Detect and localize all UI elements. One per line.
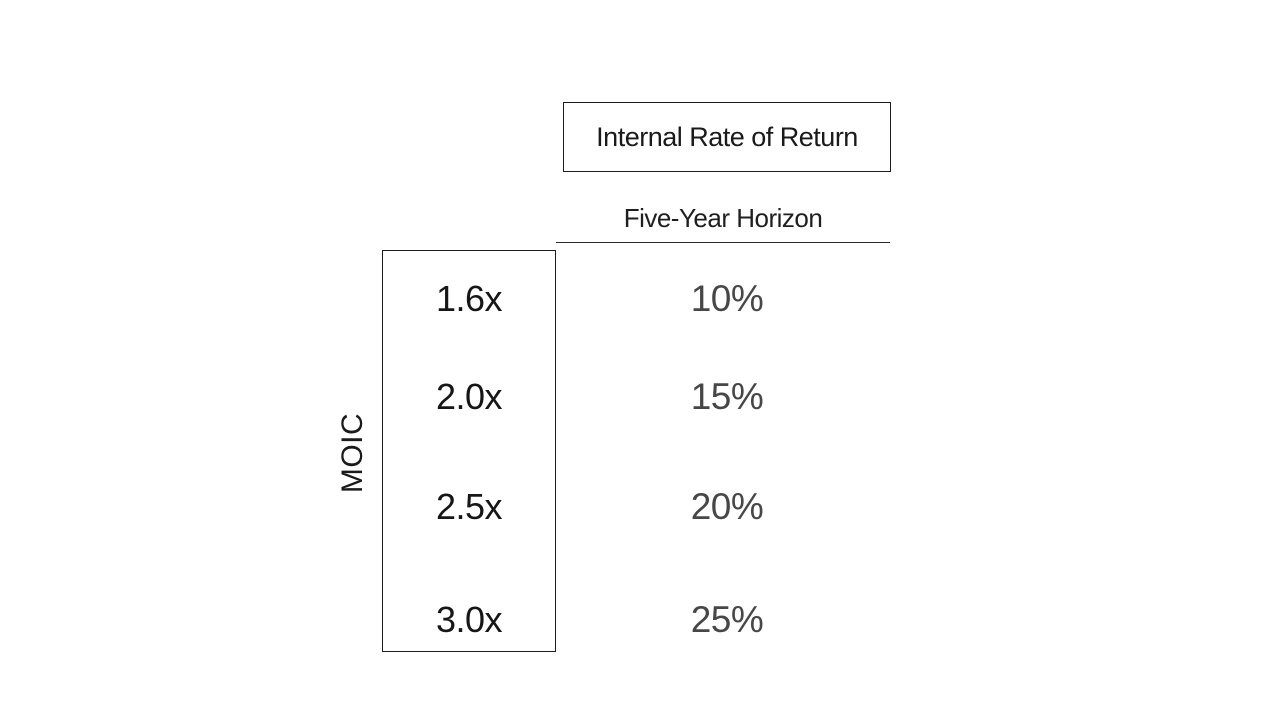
moic-values-box <box>382 250 556 652</box>
irr-title: Internal Rate of Return <box>596 121 858 152</box>
irr-value-4: 25% <box>690 599 764 640</box>
column-header-underline <box>556 242 890 243</box>
moic-value-2: 2.0x <box>435 376 503 417</box>
moic-value-4: 3.0x <box>435 599 503 640</box>
irr-value-3: 20% <box>690 486 764 527</box>
moic-value-1: 1.6x <box>435 278 503 319</box>
irr-value-1: 10% <box>690 278 764 319</box>
irr-value-2: 15% <box>690 376 764 417</box>
moic-axis-label: MOIC <box>336 412 369 494</box>
irr-title-box: Internal Rate of Return <box>563 102 891 172</box>
moic-value-3: 2.5x <box>435 486 503 527</box>
column-header-five-year-horizon: Five-Year Horizon <box>623 203 823 233</box>
